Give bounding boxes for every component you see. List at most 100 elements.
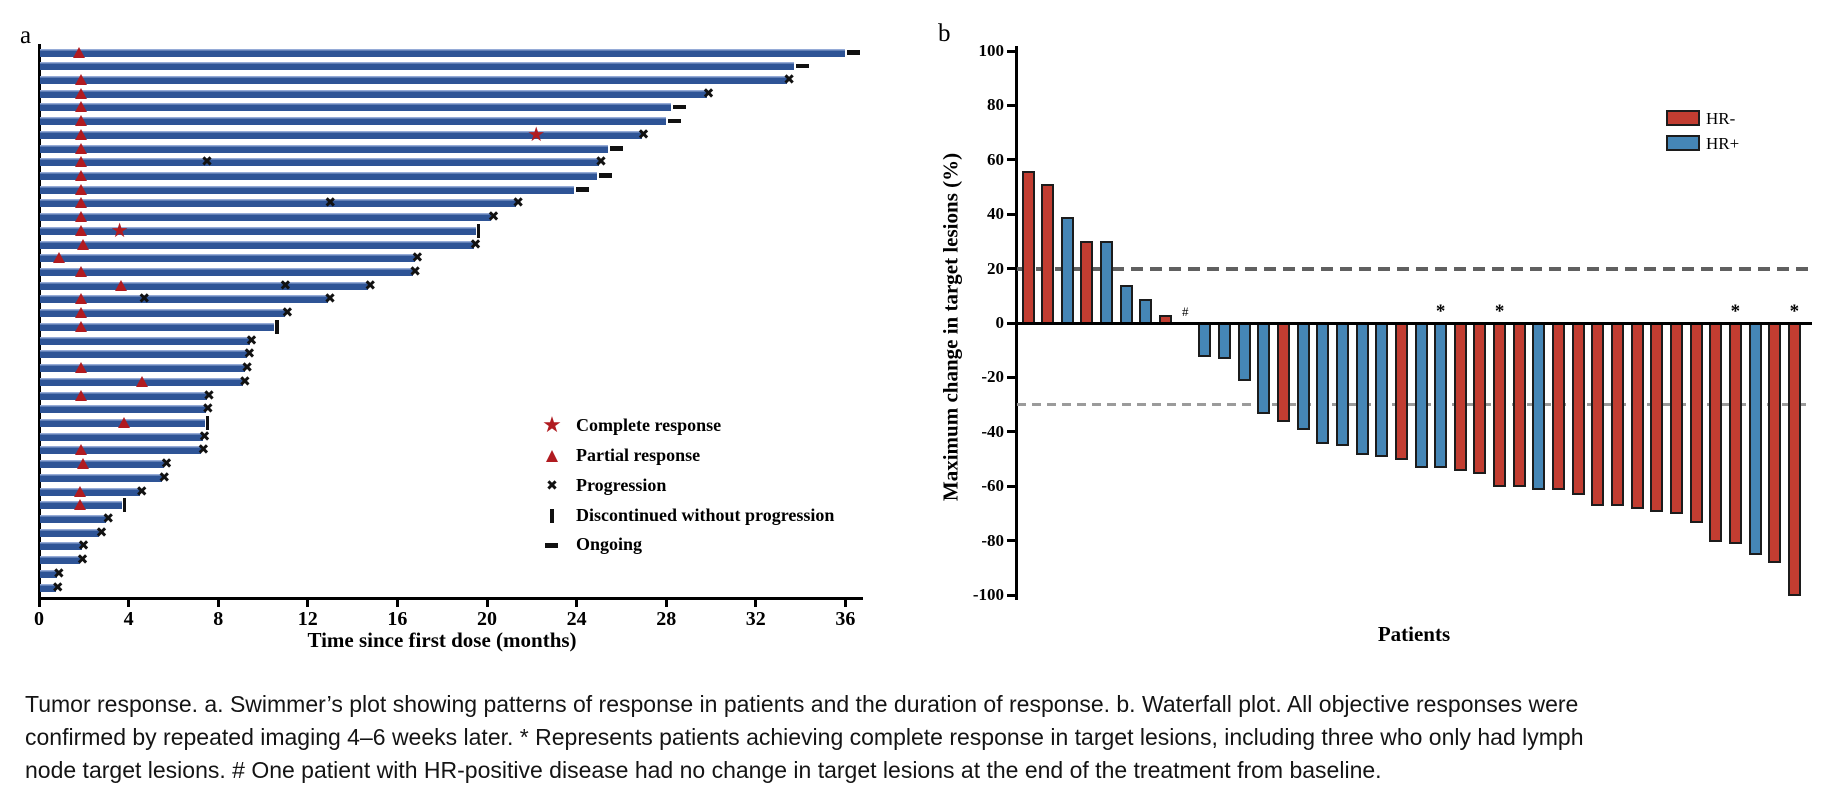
legend-triangle-icon: [545, 450, 558, 462]
waterfall-bar: [1119, 284, 1133, 325]
discontinued-marker: [122, 498, 127, 513]
swimmer-bar: [40, 117, 667, 126]
y-tick-label: 60: [987, 149, 1004, 169]
x-tick-label: 20: [477, 608, 497, 630]
legend-item-label: Ongoing: [576, 534, 643, 554]
progression-marker: ✖: [76, 552, 89, 569]
no-change-hash: #: [1181, 304, 1189, 319]
waterfall-bar: [1041, 184, 1055, 325]
waterfall-bar: [1434, 322, 1448, 469]
x-tick: [395, 598, 399, 607]
progression-marker: ✖: [102, 510, 115, 527]
progression-marker: ✖: [202, 401, 214, 418]
y-tick-label: 100: [978, 41, 1005, 60]
partial-response-marker: [75, 169, 88, 181]
x-tick: [306, 598, 310, 607]
waterfall-bar: [1316, 322, 1330, 444]
swimmer-bar: [40, 295, 328, 304]
partial-response-marker: [77, 238, 90, 250]
reference-line-20: [1017, 266, 1812, 271]
partial-response-marker: [73, 485, 86, 497]
partial-response-marker: [117, 416, 130, 428]
waterfall-bar: [1394, 322, 1408, 460]
x-tick-label: 8: [213, 608, 224, 630]
waterfall-bar: [1512, 322, 1526, 488]
caption-line-2: confirmed by repeated imaging 4–6 weeks …: [25, 724, 1584, 750]
progression-marker: ✖: [411, 250, 424, 267]
waterfall-bar: [1591, 322, 1605, 507]
partial-response-marker: [75, 197, 88, 209]
partial-response-marker: [135, 375, 148, 387]
swimmer-bar: [40, 350, 248, 359]
swimmer-bar: [40, 583, 56, 592]
waterfall-x-axis-title: Patients: [1377, 622, 1451, 646]
complete-response-marker: ★: [527, 122, 546, 147]
partial-response-marker: [72, 46, 85, 58]
x-tick: [127, 598, 131, 607]
waterfall-bar: [1335, 322, 1349, 447]
x-tick-label: 4: [123, 608, 134, 630]
y-tick: [1007, 593, 1016, 597]
y-tick: [1007, 158, 1016, 162]
progression-marker: ✖: [95, 524, 108, 541]
swimmer-bar: [40, 75, 788, 84]
progression-marker: ✖: [324, 195, 337, 212]
x-tick: [754, 598, 758, 607]
waterfall-bar: [1080, 241, 1094, 325]
swimmer-bar: [40, 281, 369, 290]
swimmer-bar: [40, 89, 707, 98]
waterfall-bar: [1689, 322, 1703, 523]
y-tick-label: 80: [987, 95, 1004, 115]
partial-response-marker: [75, 444, 88, 456]
x-tick-label: 0: [34, 608, 44, 630]
swimmer-bar: [40, 391, 207, 400]
waterfall-bar: [1257, 322, 1271, 414]
swimmer-bar: [40, 432, 203, 441]
ongoing-marker: [598, 173, 612, 178]
swimmer-x-axis: [37, 597, 863, 600]
y-tick-label: -80: [981, 530, 1004, 550]
swimmer-bar: [40, 268, 414, 277]
x-tick-label: 12: [297, 608, 318, 630]
swimmer-bar: [40, 473, 163, 482]
legend-ongoing-icon: [545, 543, 558, 548]
swimmer-bar: [40, 542, 82, 551]
cr-asterisk: *: [1494, 301, 1505, 322]
legend-item: Partial response: [0, 445, 860, 469]
progression-marker: ✖: [595, 154, 607, 171]
swimmer-bar: [40, 514, 107, 523]
waterfall-bar: [1100, 241, 1114, 325]
waterfall-bar: [1787, 322, 1801, 596]
partial-response-marker: [75, 142, 88, 154]
partial-response-marker: [75, 156, 88, 168]
legend-item: Ongoing: [0, 534, 860, 558]
partial-response-marker: [75, 115, 88, 127]
panel-a-label: a: [20, 22, 32, 49]
y-tick-label: -20: [981, 367, 1004, 387]
partial-response-marker: [75, 266, 88, 278]
partial-response-marker: [75, 101, 88, 113]
swimmer-bar: [40, 48, 846, 57]
progression-marker: ✖: [197, 442, 210, 459]
swimmer-bar: [40, 226, 476, 235]
progression-marker: ✖: [160, 456, 173, 473]
progression-marker: ✖: [245, 332, 258, 349]
waterfall-bar: [1414, 322, 1428, 469]
swimmer-bar: [40, 158, 599, 167]
waterfall-bar: [1237, 322, 1251, 382]
panel-b-label: b: [938, 20, 951, 47]
waterfall-bar: [1768, 322, 1782, 564]
swimmer-bar: [40, 460, 165, 469]
x-tick-label: 16: [387, 608, 408, 630]
swimmer-bar: [40, 130, 642, 139]
swimmer-bar: [40, 364, 246, 373]
progression-marker: ✖: [469, 236, 482, 253]
progression-marker: ✖: [783, 71, 796, 88]
progression-marker: ✖: [241, 360, 253, 377]
legend-x-icon: ✖: [546, 478, 558, 494]
x-tick-label: 36: [835, 608, 856, 630]
x-tick: [843, 598, 847, 607]
progression-marker: ✖: [281, 305, 294, 322]
waterfall-bar: [1473, 322, 1487, 474]
